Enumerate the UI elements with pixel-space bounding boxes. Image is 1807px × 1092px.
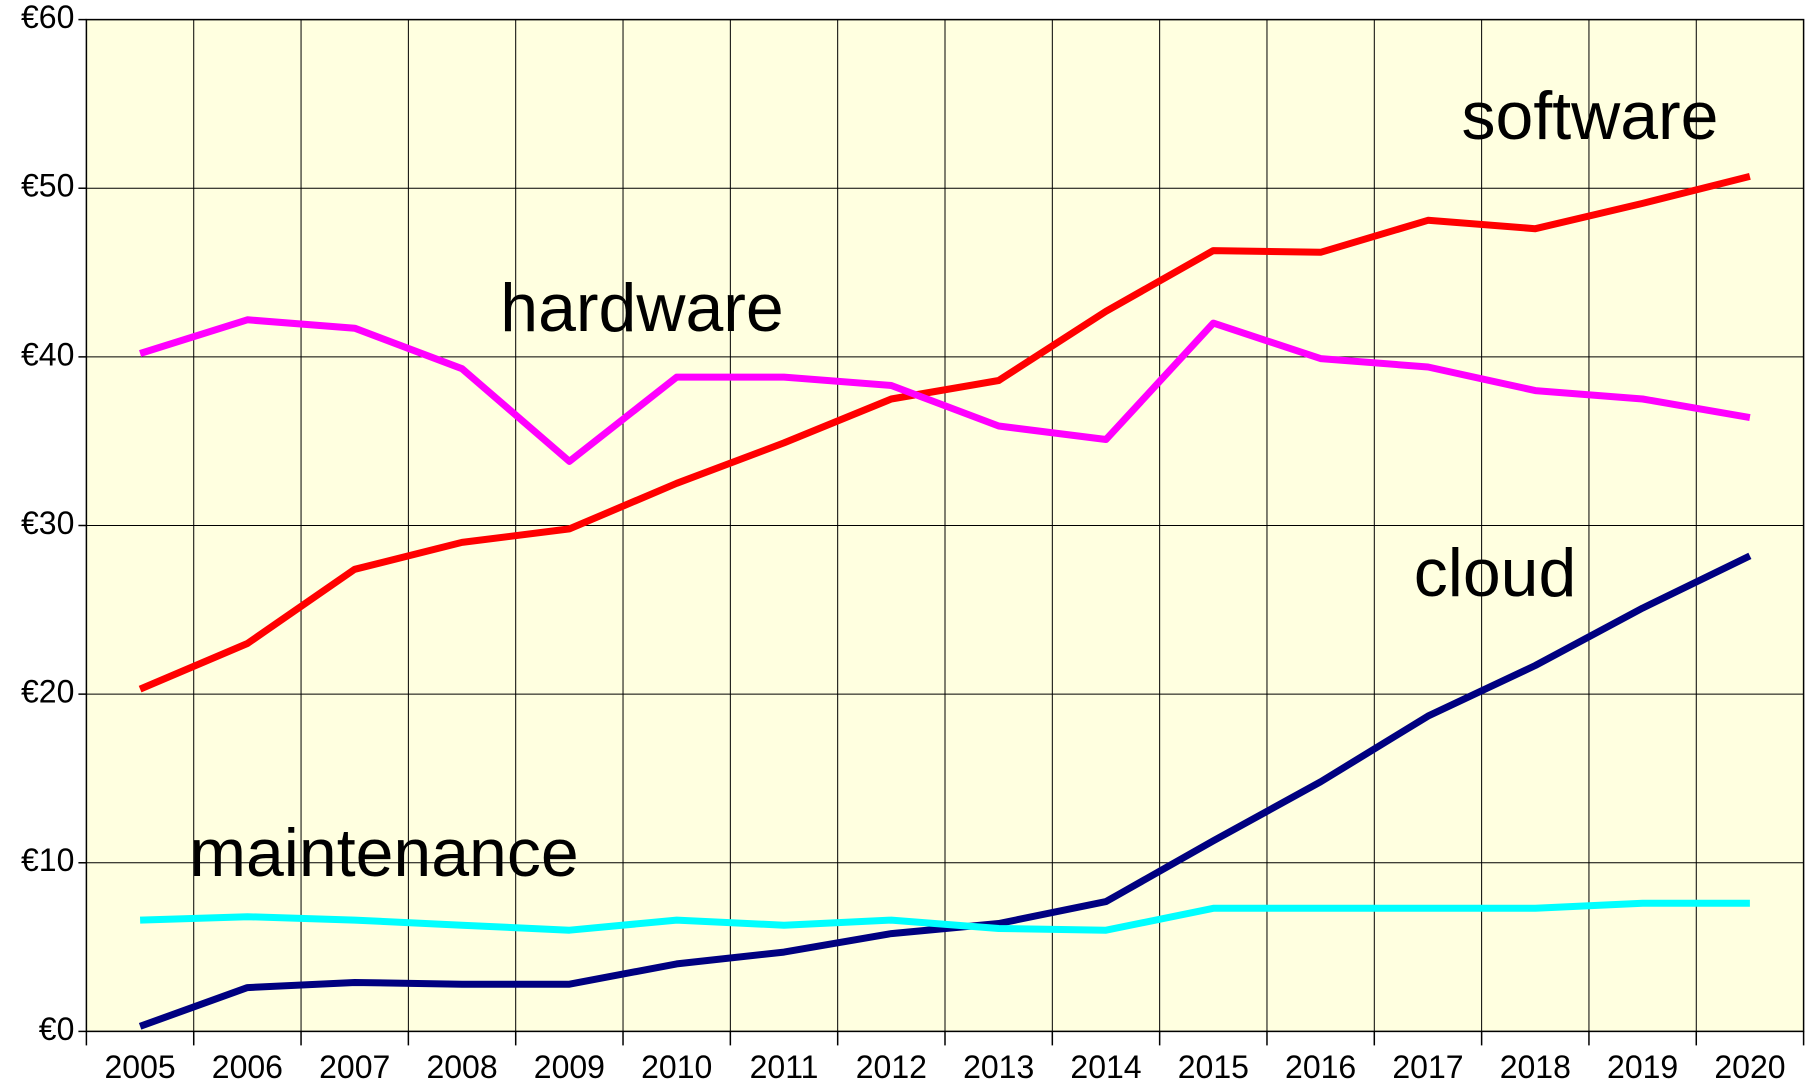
y-tick-label: €40 [21,336,74,372]
x-tick-label: 2014 [1070,1049,1141,1085]
x-tick-label: 2018 [1500,1049,1571,1085]
x-tick-label: 2012 [856,1049,927,1085]
series-line [138,552,1752,1030]
series-label: software [1462,78,1719,154]
x-tick-label: 2013 [963,1049,1034,1085]
series-line [139,899,1750,934]
y-tick-label: €60 [21,0,74,35]
y-tick-label: €20 [21,674,74,710]
x-tick-label: 2020 [1714,1049,1785,1085]
x-tick-label: 2005 [104,1049,175,1085]
x-tick-label: 2010 [641,1049,712,1085]
series-label: maintenance [189,815,578,891]
x-tick-label: 2009 [534,1049,605,1085]
x-tick-label: 2017 [1392,1049,1463,1085]
x-tick-label: 2006 [212,1049,283,1085]
x-tick-label: 2011 [750,1049,819,1085]
x-tick-label: 2015 [1178,1049,1249,1085]
y-tick-label: €10 [21,842,74,878]
series-label: hardware [500,270,784,346]
y-tick-label: €30 [21,505,74,541]
series-line [138,173,1751,693]
x-tick-label: 2007 [319,1049,390,1085]
series-label: cloud [1414,535,1577,611]
y-tick-label: €0 [39,1011,75,1047]
plot-border [85,18,1805,1033]
series-line [139,316,1751,465]
x-tick-label: 2019 [1607,1049,1678,1085]
y-tick-label: €50 [21,168,74,204]
x-tick-label: 2016 [1285,1049,1356,1085]
x-tick-label: 2008 [426,1049,497,1085]
